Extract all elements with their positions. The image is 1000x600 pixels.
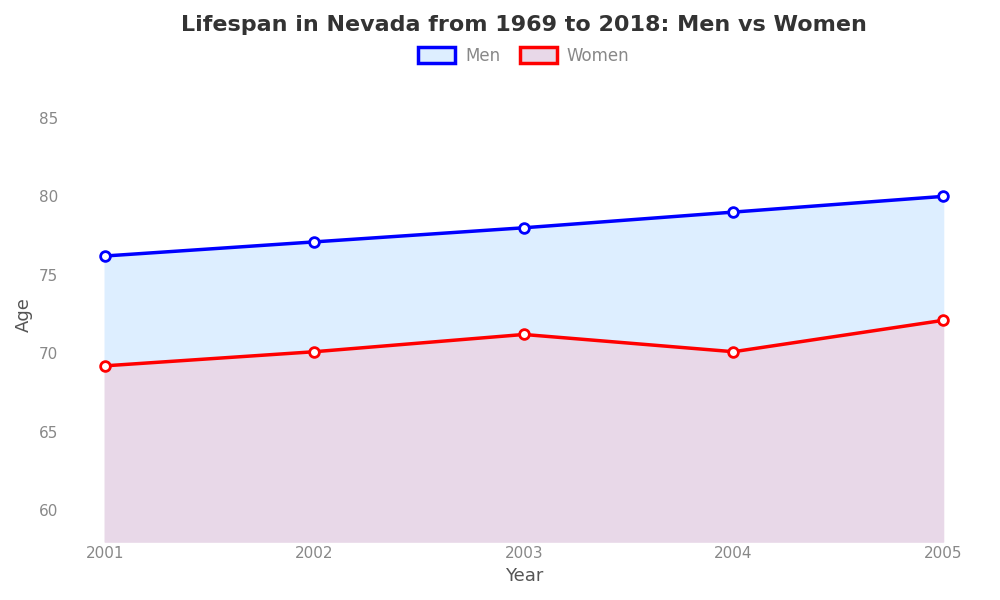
X-axis label: Year: Year — [505, 567, 543, 585]
Legend: Men, Women: Men, Women — [412, 40, 636, 71]
Title: Lifespan in Nevada from 1969 to 2018: Men vs Women: Lifespan in Nevada from 1969 to 2018: Me… — [181, 15, 867, 35]
Y-axis label: Age: Age — [15, 296, 33, 332]
